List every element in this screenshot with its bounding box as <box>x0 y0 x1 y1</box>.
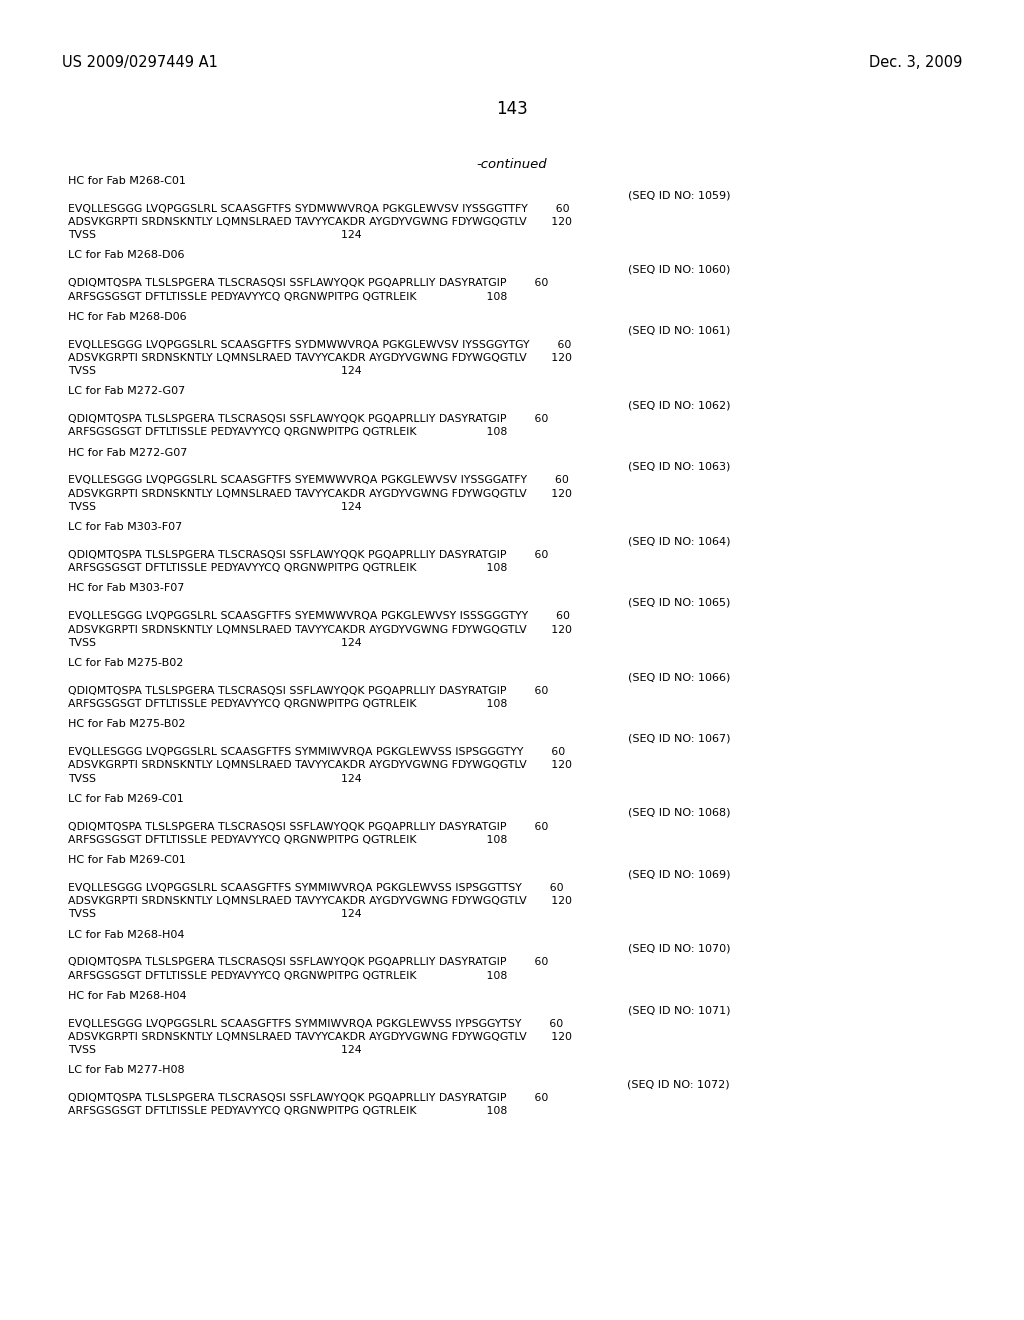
Text: (SEQ ID NO: 1059): (SEQ ID NO: 1059) <box>628 190 730 201</box>
Text: HC for Fab M268-D06: HC for Fab M268-D06 <box>68 312 186 322</box>
Text: ARFSGSGSGT DFTLTISSLE PEDYAVYYCQ QRGNWPITPG QGTRLEIK                    108: ARFSGSGSGT DFTLTISSLE PEDYAVYYCQ QRGNWPI… <box>68 428 507 437</box>
Text: TVSS                                                                      124: TVSS 124 <box>68 502 361 512</box>
Text: ADSVKGRPTI SRDNSKNTLY LQMNSLRAED TAVYYCAKDR AYGDYVGWNG FDYWGQGTLV       120: ADSVKGRPTI SRDNSKNTLY LQMNSLRAED TAVYYCA… <box>68 488 572 499</box>
Text: LC for Fab M268-H04: LC for Fab M268-H04 <box>68 929 184 940</box>
Text: TVSS                                                                      124: TVSS 124 <box>68 774 361 784</box>
Text: QDIQMTQSPA TLSLSPGERA TLSCRASQSI SSFLAWYQQK PGQAPRLLIY DASYRATGIP        60: QDIQMTQSPA TLSLSPGERA TLSCRASQSI SSFLAWY… <box>68 1093 549 1104</box>
Text: (SEQ ID NO: 1072): (SEQ ID NO: 1072) <box>628 1080 730 1089</box>
Text: QDIQMTQSPA TLSLSPGERA TLSCRASQSI SSFLAWYQQK PGQAPRLLIY DASYRATGIP        60: QDIQMTQSPA TLSLSPGERA TLSCRASQSI SSFLAWY… <box>68 686 549 696</box>
Text: ARFSGSGSGT DFTLTISSLE PEDYAVYYCQ QRGNWPITPG QGTRLEIK                    108: ARFSGSGSGT DFTLTISSLE PEDYAVYYCQ QRGNWPI… <box>68 292 507 301</box>
Text: -continued: -continued <box>477 158 547 172</box>
Text: QDIQMTQSPA TLSLSPGERA TLSCRASQSI SSFLAWYQQK PGQAPRLLIY DASYRATGIP        60: QDIQMTQSPA TLSLSPGERA TLSCRASQSI SSFLAWY… <box>68 414 549 424</box>
Text: Dec. 3, 2009: Dec. 3, 2009 <box>868 55 962 70</box>
Text: QDIQMTQSPA TLSLSPGERA TLSCRASQSI SSFLAWYQQK PGQAPRLLIY DASYRATGIP        60: QDIQMTQSPA TLSLSPGERA TLSCRASQSI SSFLAWY… <box>68 957 549 968</box>
Text: TVSS                                                                      124: TVSS 124 <box>68 230 361 240</box>
Text: ARFSGSGSGT DFTLTISSLE PEDYAVYYCQ QRGNWPITPG QGTRLEIK                    108: ARFSGSGSGT DFTLTISSLE PEDYAVYYCQ QRGNWPI… <box>68 970 507 981</box>
Text: EVQLLESGGG LVQPGGSLRL SCAASGFTFS SYMMIWVRQA PGKGLEWVSS ISPSGGTTSY        60: EVQLLESGGG LVQPGGSLRL SCAASGFTFS SYMMIWV… <box>68 883 563 892</box>
Text: (SEQ ID NO: 1071): (SEQ ID NO: 1071) <box>628 1005 730 1015</box>
Text: ARFSGSGSGT DFTLTISSLE PEDYAVYYCQ QRGNWPITPG QGTRLEIK                    108: ARFSGSGSGT DFTLTISSLE PEDYAVYYCQ QRGNWPI… <box>68 700 507 709</box>
Text: TVSS                                                                      124: TVSS 124 <box>68 366 361 376</box>
Text: ADSVKGRPTI SRDNSKNTLY LQMNSLRAED TAVYYCAKDR AYGDYVGWNG FDYWGQGTLV       120: ADSVKGRPTI SRDNSKNTLY LQMNSLRAED TAVYYCA… <box>68 352 572 363</box>
Text: 143: 143 <box>496 100 528 117</box>
Text: (SEQ ID NO: 1061): (SEQ ID NO: 1061) <box>628 326 730 337</box>
Text: (SEQ ID NO: 1065): (SEQ ID NO: 1065) <box>628 598 730 607</box>
Text: HC for Fab M303-F07: HC for Fab M303-F07 <box>68 583 184 594</box>
Text: HC for Fab M268-C01: HC for Fab M268-C01 <box>68 176 186 186</box>
Text: ARFSGSGSGT DFTLTISSLE PEDYAVYYCQ QRGNWPITPG QGTRLEIK                    108: ARFSGSGSGT DFTLTISSLE PEDYAVYYCQ QRGNWPI… <box>68 564 507 573</box>
Text: (SEQ ID NO: 1066): (SEQ ID NO: 1066) <box>628 672 730 682</box>
Text: (SEQ ID NO: 1067): (SEQ ID NO: 1067) <box>628 734 730 743</box>
Text: EVQLLESGGG LVQPGGSLRL SCAASGFTFS SYMMIWVRQA PGKGLEWVSS ISPSGGGTYY        60: EVQLLESGGG LVQPGGSLRL SCAASGFTFS SYMMIWV… <box>68 747 565 758</box>
Text: QDIQMTQSPA TLSLSPGERA TLSCRASQSI SSFLAWYQQK PGQAPRLLIY DASYRATGIP        60: QDIQMTQSPA TLSLSPGERA TLSCRASQSI SSFLAWY… <box>68 821 549 832</box>
Text: LC for Fab M272-G07: LC for Fab M272-G07 <box>68 387 185 396</box>
Text: (SEQ ID NO: 1060): (SEQ ID NO: 1060) <box>628 265 730 275</box>
Text: (SEQ ID NO: 1068): (SEQ ID NO: 1068) <box>628 808 730 818</box>
Text: LC for Fab M269-C01: LC for Fab M269-C01 <box>68 793 183 804</box>
Text: EVQLLESGGG LVQPGGSLRL SCAASGFTFS SYEMWWVRQA PGKGLEWVSY ISSSGGGTYY        60: EVQLLESGGG LVQPGGSLRL SCAASGFTFS SYEMWWV… <box>68 611 570 622</box>
Text: ADSVKGRPTI SRDNSKNTLY LQMNSLRAED TAVYYCAKDR AYGDYVGWNG FDYWGQGTLV       120: ADSVKGRPTI SRDNSKNTLY LQMNSLRAED TAVYYCA… <box>68 896 572 906</box>
Text: LC for Fab M277-H08: LC for Fab M277-H08 <box>68 1065 184 1076</box>
Text: (SEQ ID NO: 1063): (SEQ ID NO: 1063) <box>628 462 730 471</box>
Text: TVSS                                                                      124: TVSS 124 <box>68 909 361 919</box>
Text: EVQLLESGGG LVQPGGSLRL SCAASGFTFS SYDMWWVRQA PGKGLEWVSV IYSSGGYTGY        60: EVQLLESGGG LVQPGGSLRL SCAASGFTFS SYDMWWV… <box>68 339 571 350</box>
Text: HC for Fab M275-B02: HC for Fab M275-B02 <box>68 719 185 729</box>
Text: QDIQMTQSPA TLSLSPGERA TLSCRASQSI SSFLAWYQQK PGQAPRLLIY DASYRATGIP        60: QDIQMTQSPA TLSLSPGERA TLSCRASQSI SSFLAWY… <box>68 550 549 560</box>
Text: EVQLLESGGG LVQPGGSLRL SCAASGFTFS SYMMIWVRQA PGKGLEWVSS IYPSGGYTSY        60: EVQLLESGGG LVQPGGSLRL SCAASGFTFS SYMMIWV… <box>68 1019 563 1028</box>
Text: QDIQMTQSPA TLSLSPGERA TLSCRASQSI SSFLAWYQQK PGQAPRLLIY DASYRATGIP        60: QDIQMTQSPA TLSLSPGERA TLSCRASQSI SSFLAWY… <box>68 279 549 288</box>
Text: TVSS                                                                      124: TVSS 124 <box>68 1045 361 1055</box>
Text: EVQLLESGGG LVQPGGSLRL SCAASGFTFS SYDMWWVRQA PGKGLEWVSV IYSSGGTTFY        60: EVQLLESGGG LVQPGGSLRL SCAASGFTFS SYDMWWV… <box>68 203 569 214</box>
Text: (SEQ ID NO: 1062): (SEQ ID NO: 1062) <box>628 400 730 411</box>
Text: EVQLLESGGG LVQPGGSLRL SCAASGFTFS SYEMWWVRQA PGKGLEWVSV IYSSGGATFY        60: EVQLLESGGG LVQPGGSLRL SCAASGFTFS SYEMWWV… <box>68 475 569 486</box>
Text: LC for Fab M275-B02: LC for Fab M275-B02 <box>68 657 183 668</box>
Text: ARFSGSGSGT DFTLTISSLE PEDYAVYYCQ QRGNWPITPG QGTRLEIK                    108: ARFSGSGSGT DFTLTISSLE PEDYAVYYCQ QRGNWPI… <box>68 834 507 845</box>
Text: ADSVKGRPTI SRDNSKNTLY LQMNSLRAED TAVYYCAKDR AYGDYVGWNG FDYWGQGTLV       120: ADSVKGRPTI SRDNSKNTLY LQMNSLRAED TAVYYCA… <box>68 760 572 771</box>
Text: (SEQ ID NO: 1069): (SEQ ID NO: 1069) <box>628 869 730 879</box>
Text: US 2009/0297449 A1: US 2009/0297449 A1 <box>62 55 218 70</box>
Text: ADSVKGRPTI SRDNSKNTLY LQMNSLRAED TAVYYCAKDR AYGDYVGWNG FDYWGQGTLV       120: ADSVKGRPTI SRDNSKNTLY LQMNSLRAED TAVYYCA… <box>68 624 572 635</box>
Text: ADSVKGRPTI SRDNSKNTLY LQMNSLRAED TAVYYCAKDR AYGDYVGWNG FDYWGQGTLV       120: ADSVKGRPTI SRDNSKNTLY LQMNSLRAED TAVYYCA… <box>68 216 572 227</box>
Text: ARFSGSGSGT DFTLTISSLE PEDYAVYYCQ QRGNWPITPG QGTRLEIK                    108: ARFSGSGSGT DFTLTISSLE PEDYAVYYCQ QRGNWPI… <box>68 1106 507 1117</box>
Text: HC for Fab M269-C01: HC for Fab M269-C01 <box>68 855 186 865</box>
Text: (SEQ ID NO: 1070): (SEQ ID NO: 1070) <box>628 944 730 954</box>
Text: TVSS                                                                      124: TVSS 124 <box>68 638 361 648</box>
Text: LC for Fab M303-F07: LC for Fab M303-F07 <box>68 523 182 532</box>
Text: LC for Fab M268-D06: LC for Fab M268-D06 <box>68 251 184 260</box>
Text: (SEQ ID NO: 1064): (SEQ ID NO: 1064) <box>628 536 730 546</box>
Text: HC for Fab M268-H04: HC for Fab M268-H04 <box>68 991 186 1001</box>
Text: HC for Fab M272-G07: HC for Fab M272-G07 <box>68 447 187 458</box>
Text: ADSVKGRPTI SRDNSKNTLY LQMNSLRAED TAVYYCAKDR AYGDYVGWNG FDYWGQGTLV       120: ADSVKGRPTI SRDNSKNTLY LQMNSLRAED TAVYYCA… <box>68 1032 572 1041</box>
